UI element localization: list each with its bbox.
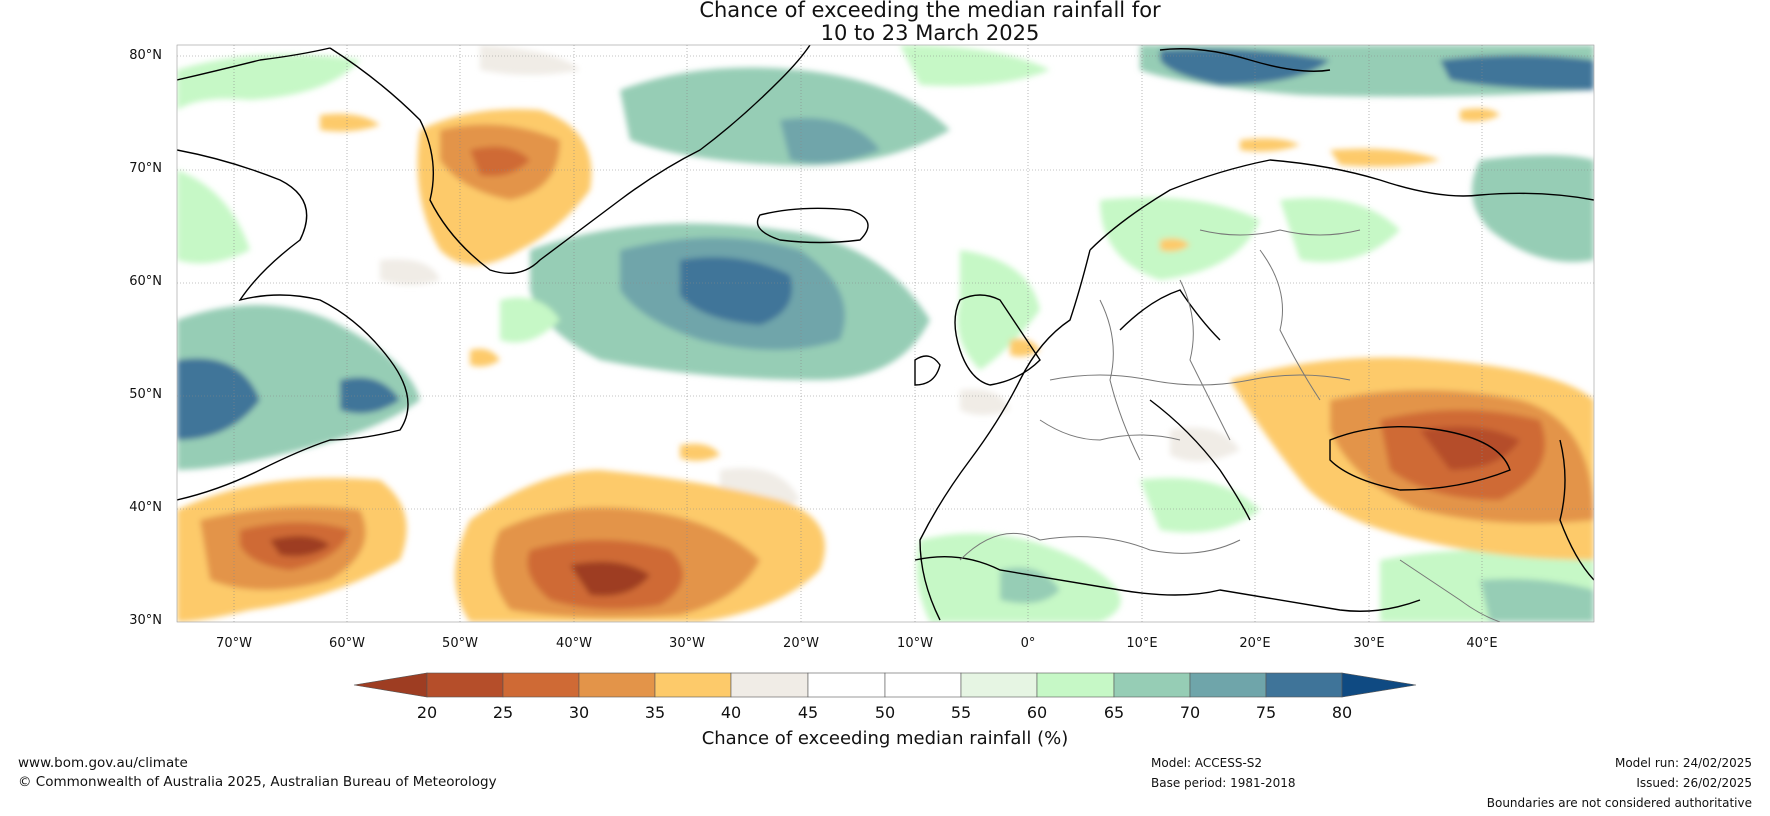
colorbar-bin-25-30 xyxy=(502,672,580,698)
model-text: Model: ACCESS-S2 xyxy=(1151,756,1263,770)
lat-label-70n: 70°N xyxy=(129,161,162,176)
map-title-line2: 10 to 23 March 2025 xyxy=(820,21,1040,45)
lon-label-30w: 30°W xyxy=(669,636,705,651)
lat-label-80n: 80°N xyxy=(129,48,162,63)
colorbar-bin-40-45 xyxy=(730,672,809,698)
colorbar-tick-75: 75 xyxy=(1255,703,1277,722)
colorbar-tick-45: 45 xyxy=(797,703,819,722)
colorbar-tick-65: 65 xyxy=(1103,703,1125,722)
map-area xyxy=(177,45,1594,622)
colorbar-bin-55-60 xyxy=(960,672,1038,698)
colorbar-bin-70-75 xyxy=(1189,672,1267,698)
colorbar-tick-50: 50 xyxy=(874,703,896,722)
colorbar-label: Chance of exceeding median rainfall (%) xyxy=(701,728,1069,749)
colorbar-tick-55: 55 xyxy=(950,703,972,722)
lon-label-0: 0° xyxy=(1020,636,1036,651)
graticule xyxy=(177,45,1594,622)
lon-label-40e: 40°E xyxy=(1466,636,1498,651)
lon-label-30e: 30°E xyxy=(1353,636,1385,651)
colorbar-tick-25: 25 xyxy=(492,703,514,722)
lon-label-40w: 40°W xyxy=(556,636,592,651)
colorbar-bin-35-40 xyxy=(654,672,732,698)
issued-text: Issued: 26/02/2025 xyxy=(1636,776,1752,790)
colorbar-tick-70: 70 xyxy=(1179,703,1201,722)
colorbar-tick-20: 20 xyxy=(416,703,438,722)
website-link[interactable]: www.bom.gov.au/climate xyxy=(18,755,188,771)
lat-label-30n: 30°N xyxy=(129,613,162,628)
lon-label-10e: 10°E xyxy=(1126,636,1158,651)
lat-label-40n: 40°N xyxy=(129,500,162,515)
colorbar-tick-40: 40 xyxy=(720,703,742,722)
colorbar-low-extension xyxy=(353,672,428,698)
lon-label-20e: 20°E xyxy=(1239,636,1271,651)
base-period-text: Base period: 1981-2018 xyxy=(1151,776,1296,790)
colorbar-bin-45-50 xyxy=(807,672,886,698)
colorbar-bin-65-70 xyxy=(1113,672,1191,698)
colorbar-tick-80: 80 xyxy=(1331,703,1353,722)
coastlines xyxy=(177,45,1594,621)
colorbar-bin-50-55 xyxy=(884,672,962,698)
colorbar-tick-30: 30 xyxy=(568,703,590,722)
lon-label-50w: 50°W xyxy=(442,636,478,651)
colorbar-bin-60-65 xyxy=(1036,672,1115,698)
lat-label-60n: 60°N xyxy=(129,274,162,289)
colorbar-bin-20-25 xyxy=(426,672,504,698)
map-title-line1: Chance of exceeding the median rainfall … xyxy=(699,0,1161,22)
country-borders xyxy=(959,229,1501,622)
colorbar-tick-35: 35 xyxy=(644,703,666,722)
colorbar-tick-60: 60 xyxy=(1026,703,1048,722)
rainfall-shading xyxy=(177,45,1594,622)
disclaimer-text: Boundaries are not considered authoritat… xyxy=(1486,796,1752,810)
colorbar-bin-75-80 xyxy=(1265,672,1343,698)
lat-label-50n: 50°N xyxy=(129,387,162,402)
colorbar-bin-30-35 xyxy=(578,672,656,698)
colorbar xyxy=(353,672,1417,698)
lon-label-20w: 20°W xyxy=(783,636,819,651)
model-run-text: Model run: 24/02/2025 xyxy=(1614,756,1752,770)
lon-label-70w: 70°W xyxy=(216,636,252,651)
colorbar-high-extension xyxy=(1341,672,1417,698)
lon-label-10w: 10°W xyxy=(897,636,933,651)
copyright-text: © Commonwealth of Australia 2025, Austra… xyxy=(18,774,497,790)
lon-label-60w: 60°W xyxy=(329,636,365,651)
